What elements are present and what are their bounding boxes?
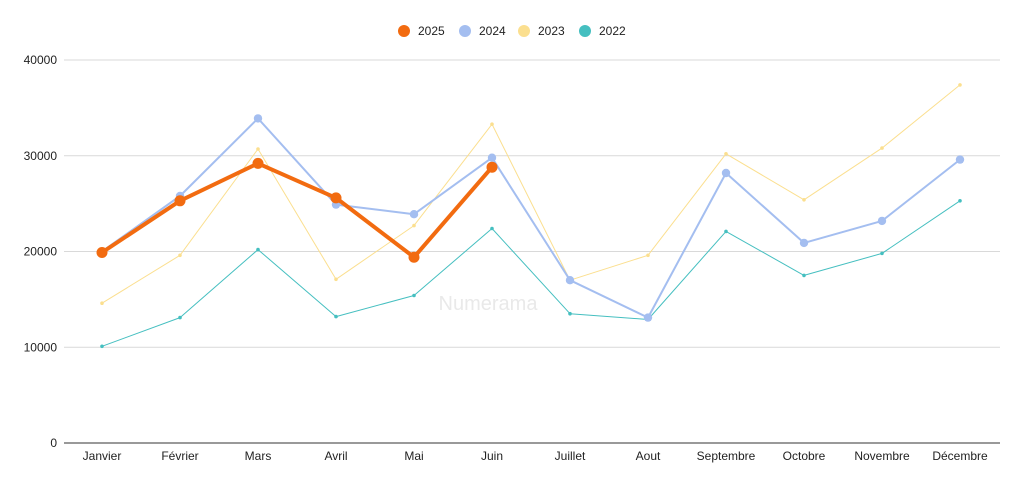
data-point-2022[interactable] xyxy=(178,315,182,320)
data-point-2025[interactable] xyxy=(486,161,498,173)
data-point-2025[interactable] xyxy=(174,195,186,207)
x-tick-label: Septembre xyxy=(697,449,756,463)
y-tick-label: 20000 xyxy=(24,245,58,259)
legend-swatch xyxy=(518,25,530,37)
series-2025 xyxy=(96,157,498,263)
y-tick-label: 30000 xyxy=(24,149,58,163)
data-point-2023[interactable] xyxy=(646,253,650,258)
x-tick-label: Juin xyxy=(481,449,503,463)
data-point-2022[interactable] xyxy=(100,344,104,349)
x-tick-label: Décembre xyxy=(932,449,988,463)
legend-label: 2022 xyxy=(599,24,626,38)
data-point-2022[interactable] xyxy=(412,293,416,298)
data-point-2023[interactable] xyxy=(100,301,104,306)
legend: 2025 2024 2023 2022 xyxy=(398,24,626,38)
data-point-2022[interactable] xyxy=(256,247,260,252)
data-point-2023[interactable] xyxy=(880,146,884,150)
series-2022 xyxy=(100,199,962,349)
data-point-2023[interactable] xyxy=(958,83,962,87)
data-point-2022[interactable] xyxy=(724,229,728,234)
legend-swatch xyxy=(459,25,471,37)
data-point-2024[interactable] xyxy=(253,114,263,123)
x-tick-label: Novembre xyxy=(854,449,910,463)
data-point-2023[interactable] xyxy=(412,223,416,228)
data-point-2022[interactable] xyxy=(568,311,572,316)
series-line-2022 xyxy=(101,200,961,347)
y-tick-label: 10000 xyxy=(24,340,58,354)
data-point-2022[interactable] xyxy=(802,273,806,278)
legend-item-2024[interactable]: 2024 xyxy=(459,24,506,38)
data-point-2022[interactable] xyxy=(490,226,494,231)
data-point-2025[interactable] xyxy=(330,192,342,204)
x-tick-label: Avril xyxy=(324,449,347,463)
data-point-2024[interactable] xyxy=(643,313,653,322)
data-point-2024[interactable] xyxy=(721,168,731,178)
data-point-2024[interactable] xyxy=(877,216,887,226)
legend-swatch xyxy=(579,25,591,37)
legend-label: 2025 xyxy=(418,24,445,38)
watermark-text: Numerama xyxy=(439,293,539,315)
data-point-2024[interactable] xyxy=(487,153,497,162)
x-tick-label: Octobre xyxy=(783,449,826,463)
data-point-2023[interactable] xyxy=(256,147,260,151)
y-tick-label: 40000 xyxy=(24,53,58,67)
x-tick-label: Janvier xyxy=(83,449,122,463)
legend-item-2023[interactable]: 2023 xyxy=(518,24,565,38)
data-point-2024[interactable] xyxy=(409,210,419,219)
series-line-2024 xyxy=(101,117,961,319)
legend-label: 2024 xyxy=(479,24,506,38)
data-point-2025[interactable] xyxy=(96,247,108,258)
legend-item-2025[interactable]: 2025 xyxy=(398,24,445,38)
legend-item-2022[interactable]: 2022 xyxy=(579,24,626,38)
y-tick-label: 0 xyxy=(50,436,57,450)
data-point-2024[interactable] xyxy=(799,238,809,248)
data-point-2022[interactable] xyxy=(958,199,962,203)
data-point-2023[interactable] xyxy=(802,198,806,202)
data-point-2024[interactable] xyxy=(565,276,575,285)
series-line-2023 xyxy=(101,84,961,304)
legend-label: 2023 xyxy=(538,24,565,38)
x-tick-label: Février xyxy=(161,449,198,463)
data-point-2025[interactable] xyxy=(252,157,264,169)
data-point-2023[interactable] xyxy=(334,277,338,282)
series xyxy=(96,83,965,349)
x-tick-label: Aout xyxy=(636,449,661,463)
data-point-2023[interactable] xyxy=(724,152,728,156)
data-point-2023[interactable] xyxy=(178,253,182,258)
data-point-2025[interactable] xyxy=(408,251,420,263)
x-tick-label: Mai xyxy=(404,449,423,463)
data-point-2022[interactable] xyxy=(334,314,338,319)
series-line-2025 xyxy=(100,161,494,260)
legend-swatch xyxy=(398,25,410,37)
axes: 0 10000 20000 30000 40000 Janvier Février Mars A… xyxy=(24,53,1000,463)
x-tick-label: Juillet xyxy=(555,449,586,463)
data-point-2024[interactable] xyxy=(955,155,965,164)
data-point-2023[interactable] xyxy=(490,122,494,126)
x-tick-label: Mars xyxy=(245,449,272,463)
data-point-2022[interactable] xyxy=(880,251,884,256)
series-2024 xyxy=(97,114,965,322)
